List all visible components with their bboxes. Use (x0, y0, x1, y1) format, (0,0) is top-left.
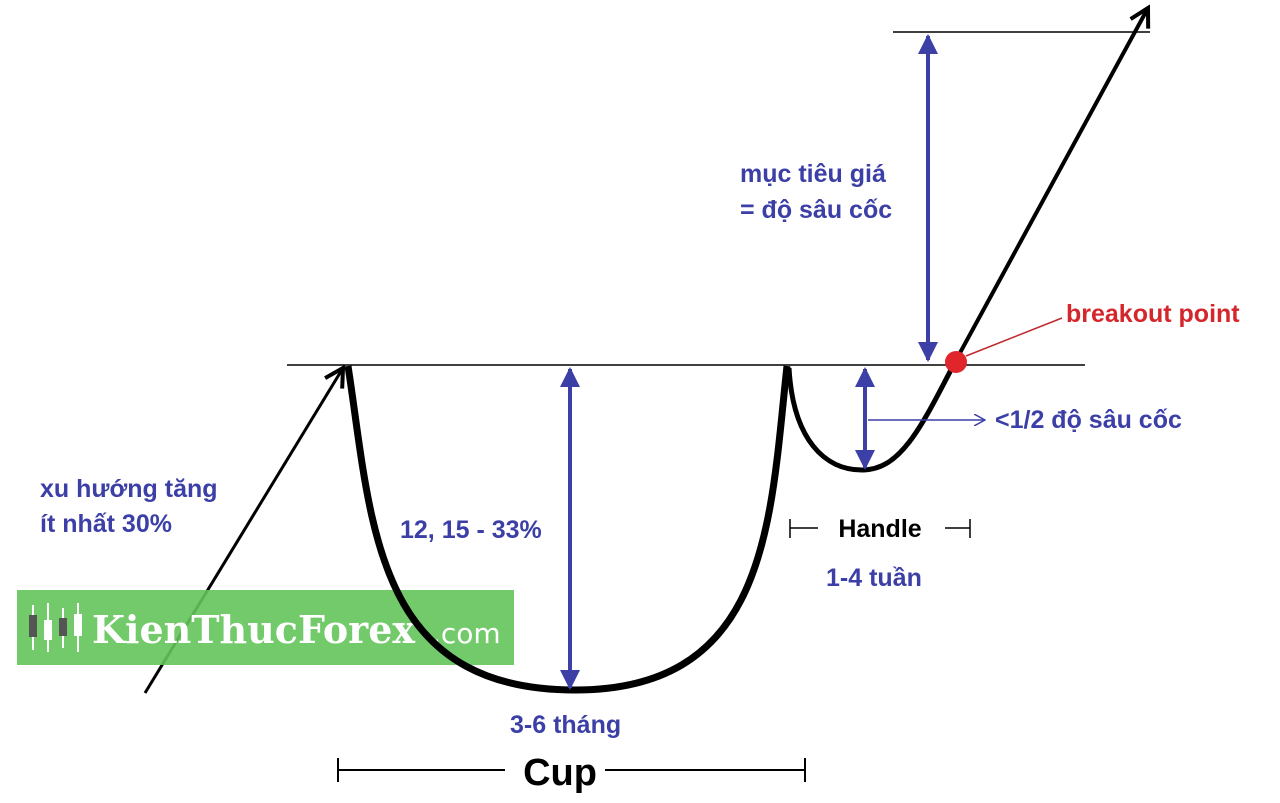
target-label: mục tiêu giá (740, 160, 886, 188)
cup-curve (344, 365, 791, 694)
handle-label: Handle (838, 515, 921, 543)
breakout-dot (945, 351, 967, 373)
trend-label: ít nhất 30% (40, 510, 172, 538)
handle-depth-label: <1/2 độ sâu cốc (995, 406, 1182, 434)
watermark-suffix: .com (432, 617, 501, 650)
watermark: KienThucForex .com (17, 590, 514, 665)
cup-span (337, 758, 806, 782)
breakout-pointer (965, 317, 1063, 357)
breakout-label: breakout point (1066, 300, 1240, 328)
breakout-arrow (953, 8, 1148, 363)
cup-label: Cup (523, 752, 597, 794)
handle-curve (786, 360, 958, 473)
handle-duration-label: 1-4 tuần (826, 564, 922, 592)
cup-depth-label: 12, 15 - 33% (400, 516, 542, 544)
handle-span (789, 519, 971, 538)
watermark-name: KienThucForex (92, 607, 415, 652)
trend-label: xu hướng tăng (40, 475, 218, 503)
target-label: = độ sâu cốc (740, 196, 892, 224)
cup-duration-label: 3-6 tháng (510, 711, 621, 739)
